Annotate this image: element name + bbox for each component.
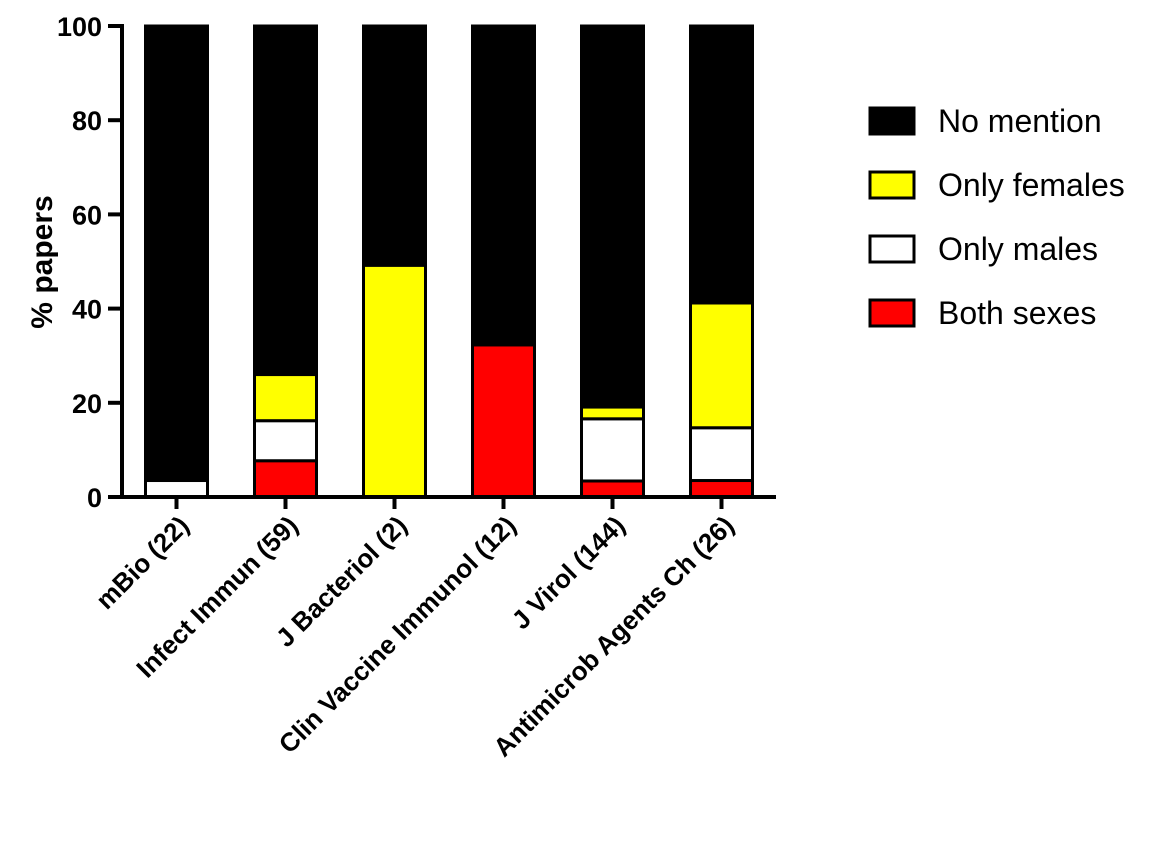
y-tick-label: 60 — [72, 200, 102, 230]
x-ticks-group: mBio (22)Infect Immun (59)J Bacteriol (2… — [90, 497, 740, 762]
bar-no-mention — [253, 24, 318, 377]
bar-only-males — [689, 426, 754, 483]
bar-only-males — [253, 419, 318, 463]
bar-only-males — [580, 417, 645, 483]
bar-only-females — [253, 373, 318, 423]
y-ticks-group: 0 20 40 60 80 100 — [57, 12, 122, 513]
bar-no-mention — [362, 24, 427, 267]
bar-both-sexes — [580, 479, 645, 499]
bar-only-females — [362, 263, 427, 499]
legend-swatch-both-sexes — [868, 298, 916, 328]
bar-both-sexes — [253, 459, 318, 499]
y-tick-label: 20 — [72, 389, 102, 419]
x-tick-label: mBio (22) — [90, 510, 195, 615]
bar-only-males — [144, 479, 209, 499]
legend-swatch-only-males — [868, 234, 916, 264]
bar-no-mention — [144, 24, 209, 483]
y-tick-label: 80 — [72, 106, 102, 136]
y-axis-title: % papers — [26, 195, 59, 328]
y-tick-label: 0 — [87, 483, 102, 513]
y-tick-label: 40 — [72, 295, 102, 325]
legend-label-both-sexes: Both sexes — [938, 295, 1096, 331]
bar-no-mention — [471, 24, 536, 347]
y-tick-label: 100 — [57, 12, 102, 42]
bar-only-females — [689, 301, 754, 430]
legend-swatch-only-females — [868, 170, 916, 200]
legend-label-only-females: Only females — [938, 167, 1125, 203]
bar-no-mention — [580, 24, 645, 409]
legend-swatch-no-mention — [868, 106, 916, 136]
bar-no-mention — [689, 24, 754, 305]
bar-both-sexes — [471, 343, 536, 499]
bar-only-females — [580, 405, 645, 421]
x-tick-label: Clin Vaccine Immunol (12) — [273, 510, 522, 759]
bar-both-sexes — [689, 479, 754, 499]
legend-label-no-mention: No mention — [938, 103, 1102, 139]
bars-group — [144, 24, 754, 499]
legend: No mention Only females Only males Both sex… — [868, 103, 1125, 331]
legend-label-only-males: Only males — [938, 231, 1098, 267]
